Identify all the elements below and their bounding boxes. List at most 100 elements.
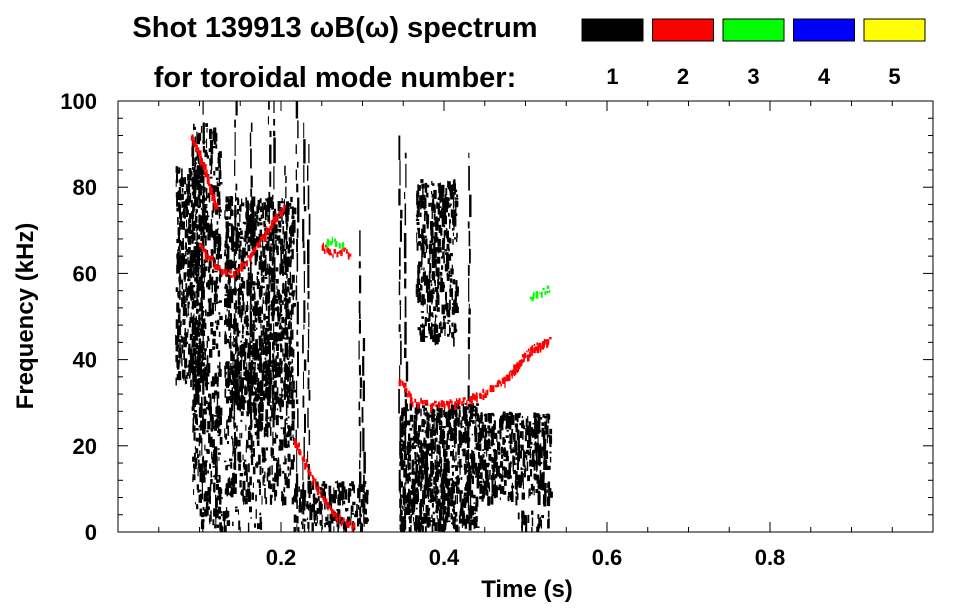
burst-segment xyxy=(272,232,275,257)
burst-segment xyxy=(303,139,306,164)
burst-segment xyxy=(296,183,299,193)
burst-segment xyxy=(404,262,407,274)
burst-segment xyxy=(296,341,299,347)
burst-segment xyxy=(235,183,238,191)
y-tick-label: 100 xyxy=(60,89,97,114)
burst-segment xyxy=(284,386,286,400)
burst-segment xyxy=(399,416,402,441)
burst-segment xyxy=(467,221,470,229)
burst-segment xyxy=(285,400,288,416)
burst-segment xyxy=(363,512,365,524)
burst-segment xyxy=(249,295,252,306)
burst-segment xyxy=(233,302,236,310)
burst-segment xyxy=(303,122,305,139)
burst-segment xyxy=(362,494,365,510)
burst-segment xyxy=(234,382,236,392)
burst-segment xyxy=(273,118,276,126)
y-tick-label: 0 xyxy=(85,520,97,545)
burst-segment xyxy=(234,159,236,176)
burst-segment xyxy=(359,275,362,294)
burst-segment xyxy=(285,305,287,324)
burst-segment xyxy=(272,300,275,316)
burst-segment xyxy=(202,203,205,222)
burst-segment xyxy=(295,144,297,154)
burst-segment xyxy=(285,186,287,199)
burst-segment xyxy=(398,188,401,206)
burst-segment xyxy=(268,381,271,398)
burst-segment xyxy=(249,368,252,385)
burst-segment xyxy=(404,192,406,199)
burst-segment xyxy=(399,247,401,267)
burst-segment xyxy=(469,194,472,218)
chart-title-line1: Shot 139913 ωB(ω) spectrum xyxy=(132,12,537,44)
burst-segment xyxy=(249,337,251,362)
burst-segment xyxy=(302,484,304,507)
burst-segment xyxy=(297,351,299,377)
burst-segment xyxy=(233,313,236,335)
mode-track xyxy=(198,204,286,278)
burst-segment xyxy=(302,334,304,354)
activity-region xyxy=(224,360,297,506)
burst-segment xyxy=(284,342,287,357)
x-tick-label: 0.8 xyxy=(755,545,786,570)
burst-segment xyxy=(359,460,361,470)
activity-region xyxy=(517,510,550,532)
burst-segment xyxy=(467,427,470,446)
burst-segment xyxy=(468,230,471,247)
burst-segment xyxy=(302,395,305,408)
x-tick-label: 0.2 xyxy=(266,545,297,570)
burst-segment xyxy=(268,290,271,299)
burst-segment xyxy=(272,353,275,359)
burst-segment xyxy=(202,372,205,395)
burst-segment xyxy=(268,333,270,341)
burst-segment xyxy=(202,122,205,145)
burst-segment xyxy=(358,517,362,524)
burst-segment xyxy=(250,122,253,132)
legend-label-mode-5: 5 xyxy=(888,64,900,89)
burst-segment xyxy=(284,365,287,372)
burst-segment xyxy=(250,232,253,246)
burst-segment xyxy=(362,338,366,352)
burst-segment xyxy=(399,160,401,186)
burst-segment xyxy=(268,341,271,364)
burst-segment xyxy=(307,480,310,494)
burst-segment xyxy=(307,265,310,288)
y-tick-label: 20 xyxy=(73,434,97,459)
burst-segment xyxy=(363,451,366,474)
legend-swatch-mode-3 xyxy=(722,18,785,42)
activity-region xyxy=(199,506,263,532)
burst-segment xyxy=(308,370,310,375)
burst-segment xyxy=(296,228,299,238)
burst-segment xyxy=(468,165,470,191)
burst-segment xyxy=(202,146,206,153)
burst-segment xyxy=(269,401,272,403)
mode-track xyxy=(500,337,552,387)
burst-segment xyxy=(269,246,272,257)
burst-segment xyxy=(399,220,402,242)
burst-segment xyxy=(307,349,309,363)
burst-segment xyxy=(250,188,253,197)
burst-segment xyxy=(303,324,305,330)
burst-segment xyxy=(307,328,310,349)
burst-segment xyxy=(398,281,401,296)
activity-region xyxy=(415,179,459,347)
burst-segment xyxy=(469,416,471,427)
burst-segment xyxy=(307,451,309,463)
burst-segment xyxy=(234,205,237,226)
burst-segment xyxy=(234,359,237,382)
burst-segment xyxy=(296,275,298,284)
burst-segment xyxy=(269,144,272,164)
burst-segment xyxy=(295,169,297,181)
burst-segment xyxy=(302,461,304,481)
burst-segment xyxy=(235,232,238,251)
burst-segment xyxy=(303,250,306,265)
burst-segment xyxy=(249,253,252,275)
burst-segment xyxy=(233,448,237,470)
burst-segment xyxy=(359,507,361,517)
burst-segment xyxy=(297,120,299,139)
burst-segment xyxy=(284,328,287,335)
burst-segment xyxy=(273,201,274,209)
burst-segment xyxy=(399,461,402,467)
mode-track xyxy=(326,236,345,249)
